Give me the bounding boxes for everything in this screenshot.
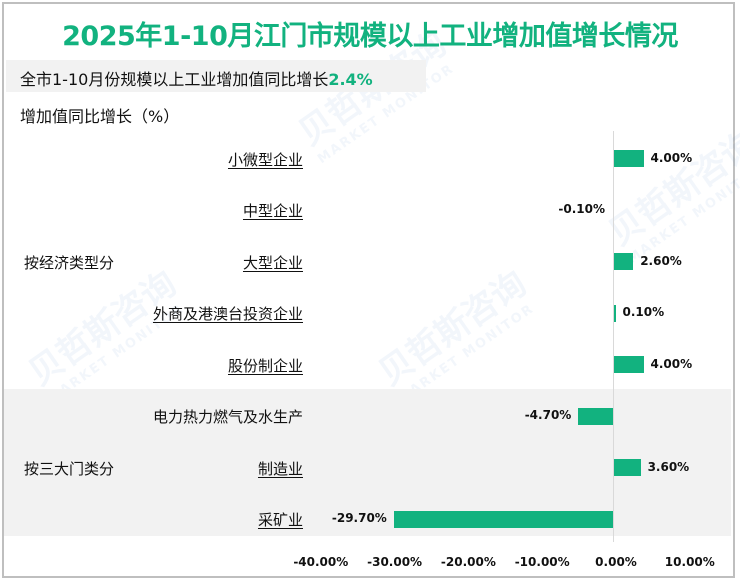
subtitle-highlight: 2.4% [328,70,373,89]
bar [614,253,634,271]
category-label: 制造业 [257,459,303,478]
data-label: -0.10% [558,202,605,217]
category-label: 中型企业 [242,202,303,221]
group-label: 按经济类型分 [24,253,115,272]
bar [578,407,613,425]
data-label: 3.60% [647,459,690,474]
x-tick-label: -10.00% [514,555,570,569]
x-tick-label: -30.00% [367,555,423,569]
x-tick-label: -20.00% [440,555,496,569]
subtitle: 全市1-10月份规模以上工业增加值同比增长2.4% [20,66,373,90]
bar [614,304,616,322]
data-label: -29.70% [331,511,387,526]
data-label: 2.60% [640,253,682,268]
bar [614,356,644,374]
y-axis-title: 增加值同比增长（%） [20,107,180,126]
category-label: 采矿业 [257,511,303,530]
x-tick-label: -40.00% [293,555,349,569]
category-label: 大型企业 [242,253,303,272]
subtitle-text: 全市1-10月份规模以上工业增加值同比增长 [20,70,329,89]
x-tick-label: 0.00% [595,555,637,569]
group-label: 按三大门类分 [24,459,115,478]
zero-axis-line [613,131,614,542]
category-label: 电力热力燃气及水生产 [152,408,303,427]
chart-title: 2025年1-10月江门市规模以上工业增加值增长情况 [62,21,678,52]
bar [614,150,644,168]
subtitle-band [6,60,426,92]
x-tick-label: 10.00% [664,555,715,569]
data-label: -4.70% [524,408,572,423]
bar [393,510,613,528]
category-label: 小微型企业 [227,150,303,169]
category-label: 外商及港澳台投资企业 [152,305,303,324]
category-label: 股份制企业 [227,356,303,375]
data-label: 4.00% [650,356,693,371]
bar [614,459,641,477]
data-label: 0.10% [622,305,665,320]
data-label: 4.00% [650,150,693,165]
